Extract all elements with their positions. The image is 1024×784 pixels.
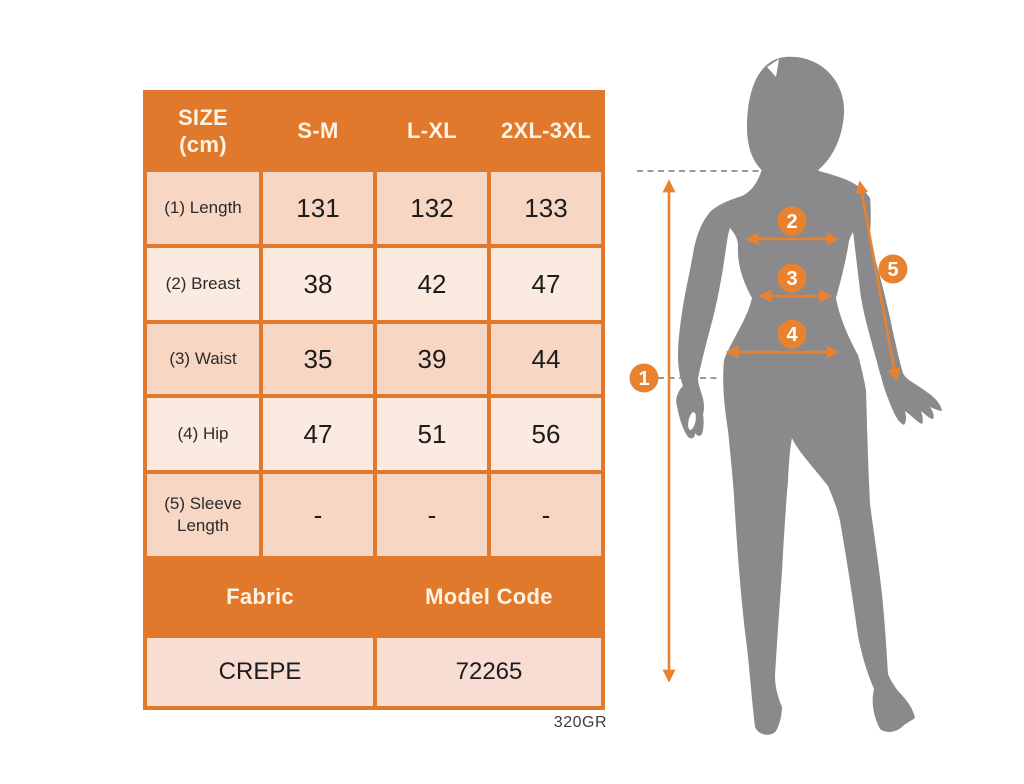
value-length-sm: 131 <box>263 172 373 244</box>
row-label-breast: (2) Breast <box>147 248 259 320</box>
column-header-l-xl: L-XL <box>406 118 458 143</box>
value-waist-lxl: 39 <box>377 324 487 394</box>
sleeve-arrow <box>855 180 901 382</box>
value-waist-sm: 35 <box>263 324 373 394</box>
fabric-header: Fabric <box>226 584 294 609</box>
marker-circle-5 <box>878 254 908 284</box>
measurement-arrows <box>662 179 901 683</box>
row-label-sleeve: (5) Sleeve Length <box>147 474 259 556</box>
value-hip-2xl: 56 <box>491 398 601 470</box>
measurement-markers: 1 2 3 4 5 <box>629 206 908 393</box>
value-waist-2xl: 44 <box>491 324 601 394</box>
hand-gap <box>688 412 696 430</box>
size-header-line1: SIZE <box>177 104 229 130</box>
value-sleeve-sm: - <box>263 474 373 556</box>
column-header-s-m: S-M <box>297 118 339 143</box>
row-label-length: (1) Length <box>147 172 259 244</box>
value-hip-lxl: 51 <box>377 398 487 470</box>
row-label-waist: (3) Waist <box>147 324 259 394</box>
marker-circle-4 <box>777 319 807 349</box>
head-hair-shape <box>747 56 845 179</box>
value-sleeve-lxl: - <box>377 474 487 556</box>
fabric-value: CREPE <box>147 638 373 706</box>
marker-number-5: 5 <box>887 259 898 281</box>
row-label-hip: (4) Hip <box>147 398 259 470</box>
value-hip-sm: 47 <box>263 398 373 470</box>
marker-number-3: 3 <box>786 268 797 290</box>
value-length-lxl: 132 <box>377 172 487 244</box>
marker-circle-1 <box>629 363 659 393</box>
value-sleeve-2xl: - <box>491 474 601 556</box>
model-code-header: Model Code <box>425 584 553 609</box>
weight-note: 320GR <box>553 714 607 731</box>
female-body-silhouette <box>676 56 942 735</box>
marker-number-1: 1 <box>638 368 649 390</box>
size-table: SIZE (cm) S-M L-XL 2XL-3XL (1) Length 13… <box>143 90 605 710</box>
marker-circle-2 <box>777 206 807 236</box>
column-header-2xl-3xl: 2XL-3XL <box>500 118 592 143</box>
marker-number-4: 4 <box>786 324 798 346</box>
value-breast-sm: 38 <box>263 248 373 320</box>
marker-circle-3 <box>777 263 807 293</box>
value-breast-2xl: 47 <box>491 248 601 320</box>
size-header-line2: (cm) <box>179 132 227 157</box>
body-shape <box>676 169 942 735</box>
value-length-2xl: 133 <box>491 172 601 244</box>
value-breast-lxl: 42 <box>377 248 487 320</box>
marker-number-2: 2 <box>786 211 797 233</box>
body-measurement-diagram: 1 2 3 4 5 <box>629 56 942 735</box>
hair-notch <box>767 59 779 77</box>
size-header-cell: SIZE (cm) <box>147 94 259 168</box>
model-code-value: 72265 <box>377 638 601 706</box>
